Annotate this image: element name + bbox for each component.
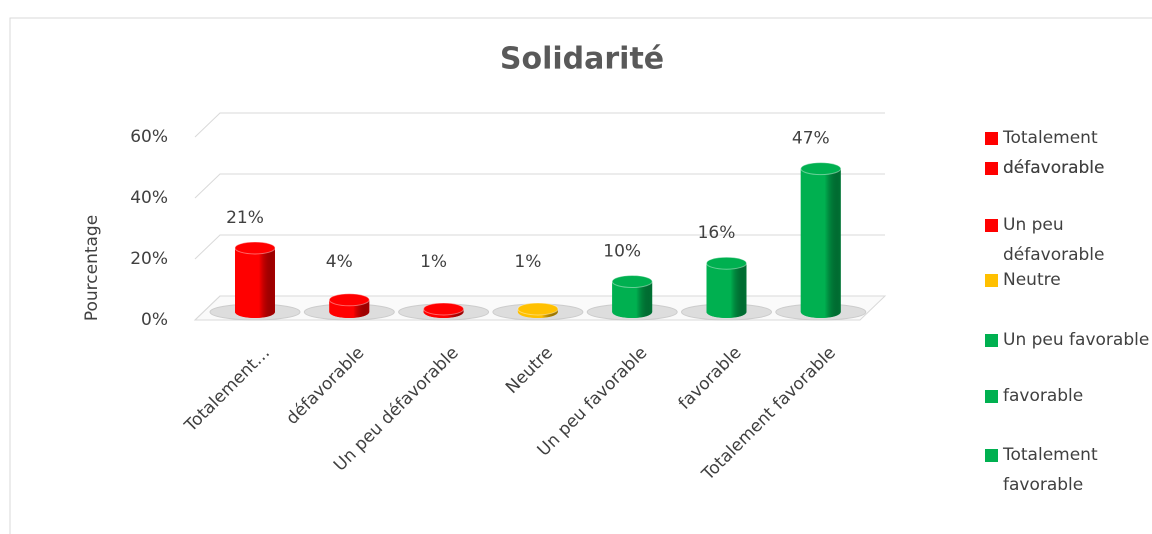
bar-shade: [612, 281, 653, 318]
legend-label: défavorable: [1003, 158, 1105, 178]
data-label: 47%: [792, 129, 830, 149]
y-tick-label: 60%: [130, 127, 168, 147]
legend-label: Neutre: [1003, 270, 1061, 290]
bar-top: [800, 162, 842, 176]
legend-label: Totalement favorable: [1003, 445, 1098, 495]
y-axis-label: Pourcentage: [82, 215, 102, 321]
y-tick-label: 20%: [130, 249, 168, 269]
bar-shade: [800, 168, 841, 318]
legend-label: Un peu favorable: [1003, 330, 1150, 350]
y-tick-label: 40%: [130, 188, 168, 208]
grid-line: [194, 112, 885, 138]
bar-shade: [706, 263, 747, 318]
legend-swatch: [985, 334, 998, 347]
chart-border: [9, 17, 1152, 534]
bar-top: [234, 241, 276, 255]
bar-top: [423, 302, 465, 316]
legend-item: Totalement défavorable: [985, 123, 1152, 183]
legend-swatch: [985, 449, 998, 462]
legend-item: défavorable: [985, 153, 1152, 183]
bar: [328, 293, 370, 318]
grid-line: [194, 295, 885, 321]
x-tick-label: Totalement…: [180, 343, 274, 437]
bar-top: [517, 302, 559, 316]
legend-label: Un peu défavorable: [1003, 215, 1105, 265]
data-label: 4%: [326, 252, 353, 272]
legend-swatch: [985, 219, 998, 232]
x-tick-label: défavorable: [282, 343, 368, 429]
bar: [234, 241, 276, 318]
legend-item: Un peu défavorable: [985, 210, 1152, 270]
data-label: 16%: [698, 223, 736, 243]
bar-shade: [235, 247, 275, 318]
legend-swatch: [985, 390, 998, 403]
bar: [800, 162, 842, 318]
legend-item: Totalement favorable: [985, 440, 1152, 500]
data-label: 1%: [420, 252, 447, 272]
x-tick-label: favorable: [675, 343, 746, 414]
grid-line: [194, 173, 885, 199]
bar: [423, 302, 465, 318]
bar-top: [611, 275, 653, 288]
bar: [706, 256, 747, 318]
bar-top: [706, 256, 747, 270]
x-tick-label: Neutre: [502, 343, 557, 398]
bar-top: [328, 293, 370, 307]
bar: [517, 302, 559, 318]
data-label: 1%: [514, 252, 541, 272]
legend-swatch: [985, 132, 998, 145]
grid-line: [194, 234, 885, 260]
legend-swatch: [985, 162, 998, 175]
bar: [611, 275, 653, 318]
data-label: 10%: [603, 242, 641, 262]
y-tick-label: 0%: [141, 310, 168, 330]
legend-label: Totalement défavorable: [1003, 128, 1105, 178]
legend-item: Un peu favorable: [985, 325, 1152, 355]
legend-swatch: [985, 274, 998, 287]
legend-item: favorable: [985, 381, 1152, 411]
legend-label: favorable: [1003, 386, 1084, 406]
data-label: 21%: [226, 208, 264, 228]
chart-title: Solidarité: [500, 42, 664, 77]
legend-item: Neutre: [985, 265, 1152, 295]
